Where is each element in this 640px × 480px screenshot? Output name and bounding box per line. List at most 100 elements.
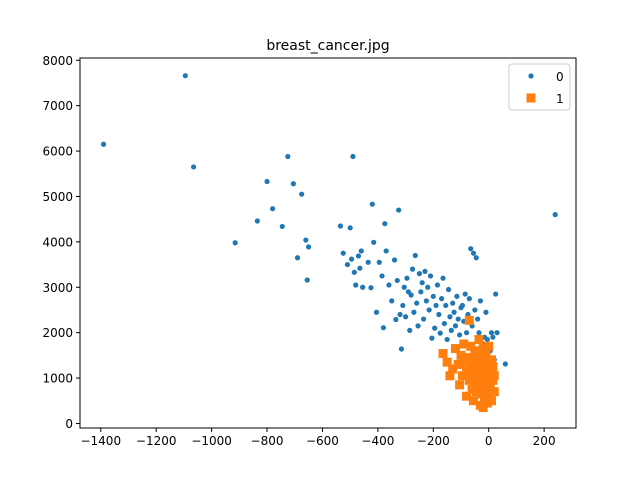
data-point-series-0 [306, 244, 312, 250]
data-point-series-0 [451, 309, 457, 315]
data-point-series-1 [464, 375, 474, 385]
data-point-series-1 [456, 350, 466, 360]
data-point-series-1 [464, 315, 474, 325]
data-point-series-0 [337, 223, 344, 229]
y-tick-label: 0 [65, 417, 73, 431]
data-point-series-1 [462, 391, 472, 401]
data-point-series-0 [457, 332, 463, 338]
data-point-series-0 [423, 298, 429, 304]
data-point-series-1 [478, 344, 488, 354]
data-point-series-0 [462, 291, 468, 297]
data-point-series-0 [379, 273, 385, 279]
data-point-series-0 [444, 336, 450, 343]
data-point-series-1 [485, 366, 495, 376]
data-point-series-0 [454, 293, 460, 299]
plot-area [100, 73, 558, 413]
data-point-series-0 [409, 266, 416, 272]
data-point-series-1 [489, 387, 499, 397]
data-point-series-0 [347, 225, 353, 231]
data-point-series-1 [463, 353, 473, 363]
data-point-series-0 [397, 311, 403, 318]
data-point-series-1 [468, 396, 478, 406]
data-point-series-0 [299, 191, 305, 197]
data-point-series-0 [434, 282, 441, 288]
legend-label-series-1: 1 [556, 92, 564, 106]
data-point-series-0 [440, 275, 446, 281]
data-point-series-0 [429, 335, 435, 341]
data-point-series-1 [457, 371, 467, 381]
axes-frame [79, 57, 577, 429]
data-point-series-1 [453, 359, 463, 369]
data-point-series-0 [448, 327, 454, 333]
y-axis: 0 1000 2000 3000 4000 5000 6000 7000 8000 [42, 54, 80, 431]
data-point-series-0 [369, 201, 375, 207]
data-point-series-0 [433, 302, 439, 309]
data-point-series-0 [407, 327, 413, 333]
data-point-series-0 [452, 323, 459, 329]
x-tick-label: 0 [485, 434, 493, 448]
legend-marker-series-0 [528, 73, 534, 79]
legend-box [508, 63, 571, 111]
y-tick-label: 1000 [42, 372, 73, 386]
data-point-series-0 [357, 265, 363, 271]
data-point-series-0 [484, 336, 490, 343]
data-point-series-0 [400, 302, 406, 309]
data-point-series-1 [481, 350, 491, 360]
data-point-series-0 [264, 178, 270, 185]
data-point-series-0 [490, 334, 496, 340]
y-tick-label: 6000 [42, 145, 73, 159]
data-point-series-0 [191, 164, 197, 170]
data-point-series-0 [445, 286, 452, 293]
data-point-series-1 [448, 364, 458, 374]
data-point-series-1 [486, 396, 496, 406]
x-tick-label: −600 [306, 434, 339, 448]
data-point-series-1 [466, 362, 476, 372]
series-1 [438, 315, 499, 413]
data-point-series-0 [408, 292, 414, 298]
data-point-series-0 [420, 316, 427, 322]
x-tick-label: −1400 [80, 434, 121, 448]
data-point-series-1 [459, 339, 469, 349]
data-point-series-0 [368, 285, 374, 291]
data-point-series-0 [470, 250, 477, 256]
data-point-series-0 [365, 259, 371, 265]
data-point-series-0 [254, 218, 260, 224]
data-point-series-0 [389, 298, 395, 304]
data-point-series-0 [552, 212, 558, 218]
legend: 0 1 [508, 63, 571, 111]
data-point-series-1 [484, 341, 494, 351]
data-point-series-1 [475, 369, 485, 379]
data-point-series-0 [463, 330, 470, 336]
data-point-series-0 [465, 311, 471, 318]
data-point-series-0 [355, 253, 362, 259]
data-point-series-0 [502, 361, 508, 367]
data-point-series-0 [396, 207, 402, 213]
data-point-series-1 [485, 380, 495, 390]
data-point-series-0 [494, 330, 500, 336]
data-point-series-1 [484, 391, 494, 401]
data-point-series-1 [455, 380, 465, 390]
x-axis: −1400 −1200 −1000 −800 −600 −400 −200 0 200 [80, 428, 556, 448]
data-point-series-0 [473, 255, 479, 261]
x-tick-label: −1000 [191, 434, 232, 448]
data-point-series-0 [415, 323, 421, 329]
y-tick-label: 8000 [42, 54, 73, 68]
x-tick-label: 200 [533, 434, 556, 448]
data-point-series-0 [376, 259, 382, 265]
data-point-series-0 [285, 153, 291, 160]
data-point-series-0 [437, 330, 443, 336]
data-point-series-0 [477, 298, 484, 304]
data-point-series-0 [411, 309, 417, 315]
data-point-series-0 [414, 300, 420, 306]
data-point-series-1 [488, 375, 498, 385]
data-point-series-0 [182, 73, 188, 79]
chart-title: breast_cancer.jpg [266, 38, 389, 54]
data-point-series-0 [371, 239, 377, 245]
series-layer [100, 73, 558, 413]
data-point-series-0 [475, 316, 481, 322]
data-point-series-0 [398, 346, 405, 352]
data-point-series-0 [269, 206, 276, 212]
data-point-series-0 [432, 325, 438, 331]
data-point-series-0 [422, 268, 428, 274]
data-point-series-1 [450, 344, 460, 354]
